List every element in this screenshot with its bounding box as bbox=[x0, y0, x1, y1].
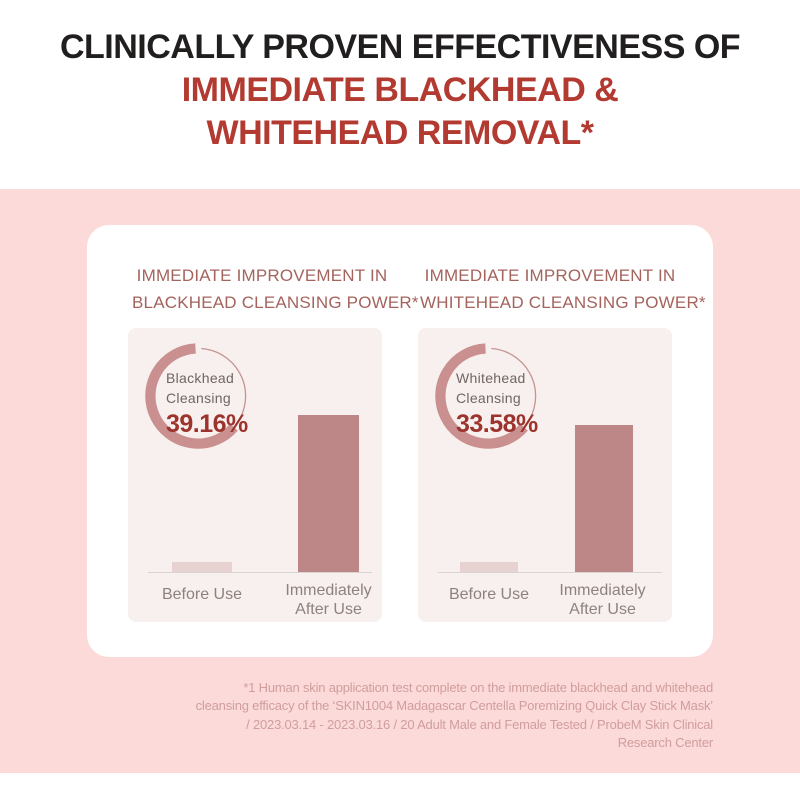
improvement-percentage: 33.58% bbox=[456, 410, 538, 438]
bar-label-line: Immediately bbox=[285, 582, 372, 599]
donut-center-text: Blackhead Cleansing 39.16% bbox=[166, 368, 248, 439]
heading-line: BLACKHEAD CLEANSING POWER* bbox=[132, 293, 419, 312]
x-axis-line bbox=[148, 572, 372, 573]
donut-label-line: Whitehead bbox=[456, 370, 526, 386]
bar-label-line: After Use bbox=[295, 601, 362, 618]
heading-line: WHITEHEAD CLEANSING POWER* bbox=[420, 293, 706, 312]
bar-label-line: After Use bbox=[569, 601, 636, 618]
donut-center-text: Whitehead Cleansing 33.58% bbox=[456, 368, 538, 439]
bar-label-before-use: Before Use bbox=[448, 586, 530, 603]
page-title: CLINICALLY PROVEN EFFECTIVENESS OF IMMED… bbox=[0, 26, 800, 155]
whitehead-chart-panel: Whitehead Cleansing 33.58% Before Use Im… bbox=[418, 328, 672, 622]
bar-label-before-use: Before Use bbox=[161, 586, 243, 603]
donut-label-line: Cleansing bbox=[166, 390, 231, 406]
title-line-3: WHITEHEAD REMOVAL* bbox=[206, 114, 594, 152]
title-line-1: CLINICALLY PROVEN EFFECTIVENESS OF bbox=[59, 28, 741, 66]
footnote-line: / 2023.03.14 - 2023.03.16 / 20 Adult Mal… bbox=[246, 716, 713, 732]
bar-label-after-use: Immediately After Use bbox=[268, 581, 389, 619]
whitehead-chart-heading: IMMEDIATE IMPROVEMENT IN WHITEHEAD CLEAN… bbox=[420, 262, 706, 316]
donut-label-line: Cleansing bbox=[456, 390, 521, 406]
donut-ring-icon bbox=[432, 340, 544, 452]
bar-before-use bbox=[172, 562, 232, 572]
title-line-2: IMMEDIATE BLACKHEAD & bbox=[181, 71, 619, 109]
blackhead-chart-heading: IMMEDIATE IMPROVEMENT IN BLACKHEAD CLEAN… bbox=[132, 262, 419, 316]
x-axis-line bbox=[438, 572, 662, 573]
footnote-line: cleansing efficacy of the ‘SKIN1004 Mada… bbox=[195, 698, 714, 714]
heading-line: IMMEDIATE IMPROVEMENT IN bbox=[424, 266, 676, 285]
bar-label-line: Immediately bbox=[559, 582, 646, 599]
bar-label-after-use: Immediately After Use bbox=[542, 581, 663, 619]
donut-label-line: Blackhead bbox=[166, 370, 235, 386]
clinical-test-footnote: *1 Human skin application test complete … bbox=[73, 679, 714, 753]
improvement-percentage: 39.16% bbox=[166, 410, 248, 438]
bar-after-use bbox=[298, 415, 359, 572]
footnote-line: Research Center bbox=[617, 735, 713, 751]
donut-ring-icon bbox=[142, 340, 254, 452]
blackhead-chart-panel: Blackhead Cleansing 39.16% Before Use Im… bbox=[128, 328, 382, 622]
heading-line: IMMEDIATE IMPROVEMENT IN bbox=[136, 266, 388, 285]
bar-after-use bbox=[575, 425, 633, 572]
bar-before-use bbox=[460, 562, 518, 572]
footnote-line: *1 Human skin application test complete … bbox=[243, 680, 713, 695]
